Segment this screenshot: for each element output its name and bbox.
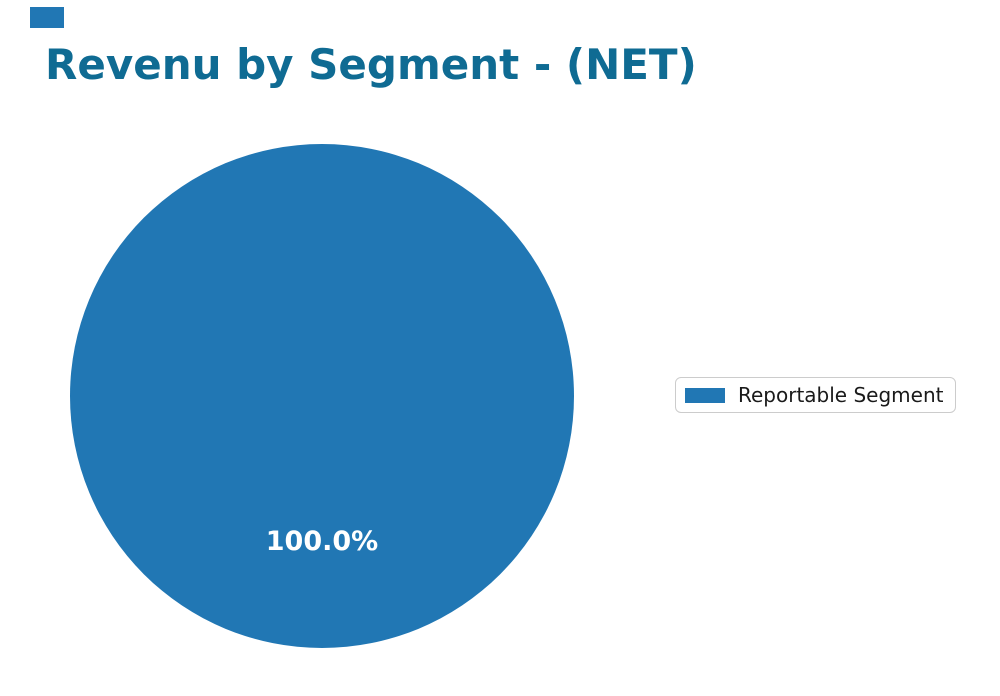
chart-title: Revenu by Segment - (NET): [45, 40, 697, 89]
legend-entry-label: Reportable Segment: [738, 383, 944, 407]
pie-percent-label: 100.0%: [265, 526, 379, 557]
legend-box: Reportable Segment: [675, 377, 957, 413]
pie-slice-reportable-segment: 100.0%: [70, 144, 574, 648]
legend-swatch-icon: [685, 387, 725, 403]
corner-logo-square: [30, 7, 64, 28]
